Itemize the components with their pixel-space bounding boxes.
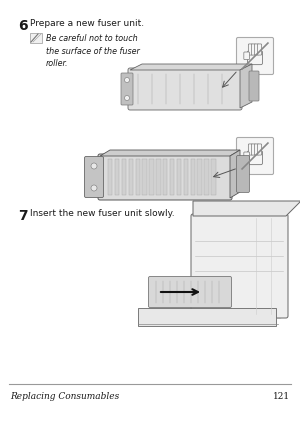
Text: 6: 6 <box>18 19 28 33</box>
Text: Replacing Consumables: Replacing Consumables <box>10 391 119 400</box>
FancyBboxPatch shape <box>129 160 133 196</box>
FancyBboxPatch shape <box>136 160 140 196</box>
Text: 7: 7 <box>18 208 28 222</box>
Polygon shape <box>230 151 240 199</box>
Circle shape <box>91 186 97 192</box>
Text: ~: ~ <box>275 315 281 321</box>
FancyBboxPatch shape <box>254 45 259 56</box>
FancyBboxPatch shape <box>254 144 259 155</box>
FancyBboxPatch shape <box>149 160 154 196</box>
Polygon shape <box>240 65 252 109</box>
FancyBboxPatch shape <box>244 153 250 160</box>
FancyBboxPatch shape <box>184 160 188 196</box>
FancyBboxPatch shape <box>170 160 174 196</box>
FancyBboxPatch shape <box>257 45 262 56</box>
FancyBboxPatch shape <box>257 144 262 155</box>
FancyBboxPatch shape <box>248 144 253 155</box>
FancyBboxPatch shape <box>211 160 216 196</box>
FancyBboxPatch shape <box>122 160 126 196</box>
FancyBboxPatch shape <box>115 160 119 196</box>
Text: 121: 121 <box>273 391 290 400</box>
FancyBboxPatch shape <box>236 156 250 193</box>
FancyBboxPatch shape <box>244 53 250 60</box>
FancyBboxPatch shape <box>191 215 288 318</box>
FancyBboxPatch shape <box>251 45 256 56</box>
FancyBboxPatch shape <box>190 160 195 196</box>
FancyBboxPatch shape <box>204 160 209 196</box>
Circle shape <box>91 164 97 170</box>
Circle shape <box>124 78 130 83</box>
Text: Be careful not to touch
the surface of the fuser
roller.: Be careful not to touch the surface of t… <box>46 34 140 68</box>
FancyBboxPatch shape <box>248 151 262 165</box>
Polygon shape <box>138 308 276 326</box>
FancyBboxPatch shape <box>249 72 259 102</box>
FancyBboxPatch shape <box>108 160 112 196</box>
FancyBboxPatch shape <box>236 138 274 175</box>
FancyBboxPatch shape <box>156 160 160 196</box>
FancyBboxPatch shape <box>30 34 42 44</box>
Circle shape <box>124 96 130 101</box>
Text: Prepare a new fuser unit.: Prepare a new fuser unit. <box>30 19 144 28</box>
FancyBboxPatch shape <box>251 144 256 155</box>
FancyBboxPatch shape <box>128 69 242 111</box>
Polygon shape <box>130 65 252 71</box>
FancyBboxPatch shape <box>121 74 133 106</box>
FancyBboxPatch shape <box>148 277 232 308</box>
FancyBboxPatch shape <box>248 52 262 66</box>
FancyBboxPatch shape <box>248 45 253 56</box>
FancyBboxPatch shape <box>85 157 104 198</box>
FancyBboxPatch shape <box>177 160 181 196</box>
Polygon shape <box>100 151 240 157</box>
FancyBboxPatch shape <box>142 160 147 196</box>
Polygon shape <box>193 201 300 216</box>
Text: Insert the new fuser unit slowly.: Insert the new fuser unit slowly. <box>30 208 175 218</box>
FancyBboxPatch shape <box>197 160 202 196</box>
FancyBboxPatch shape <box>163 160 167 196</box>
FancyBboxPatch shape <box>236 38 274 75</box>
FancyBboxPatch shape <box>98 155 232 201</box>
